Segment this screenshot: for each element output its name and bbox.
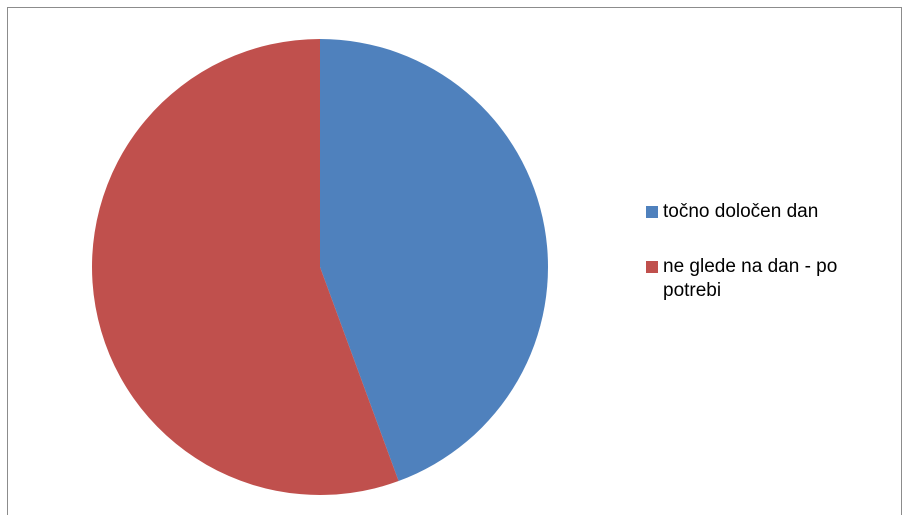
legend-swatch-1 — [646, 261, 658, 273]
pie-slice-1 — [91, 39, 399, 496]
legend-label-0: točno določen dan — [663, 201, 819, 222]
legend-item-0: točno določen dan — [646, 200, 886, 224]
pie-slice-0 — [320, 39, 548, 482]
pie-slices — [91, 39, 548, 496]
legend-item-1: ne glede na dan - po potrebi — [646, 255, 886, 303]
legend-swatch-0 — [646, 206, 658, 218]
legend-label-1: ne glede na dan - po potrebi — [663, 256, 838, 301]
legend: točno določen dan ne glede na dan - po p… — [646, 200, 886, 303]
